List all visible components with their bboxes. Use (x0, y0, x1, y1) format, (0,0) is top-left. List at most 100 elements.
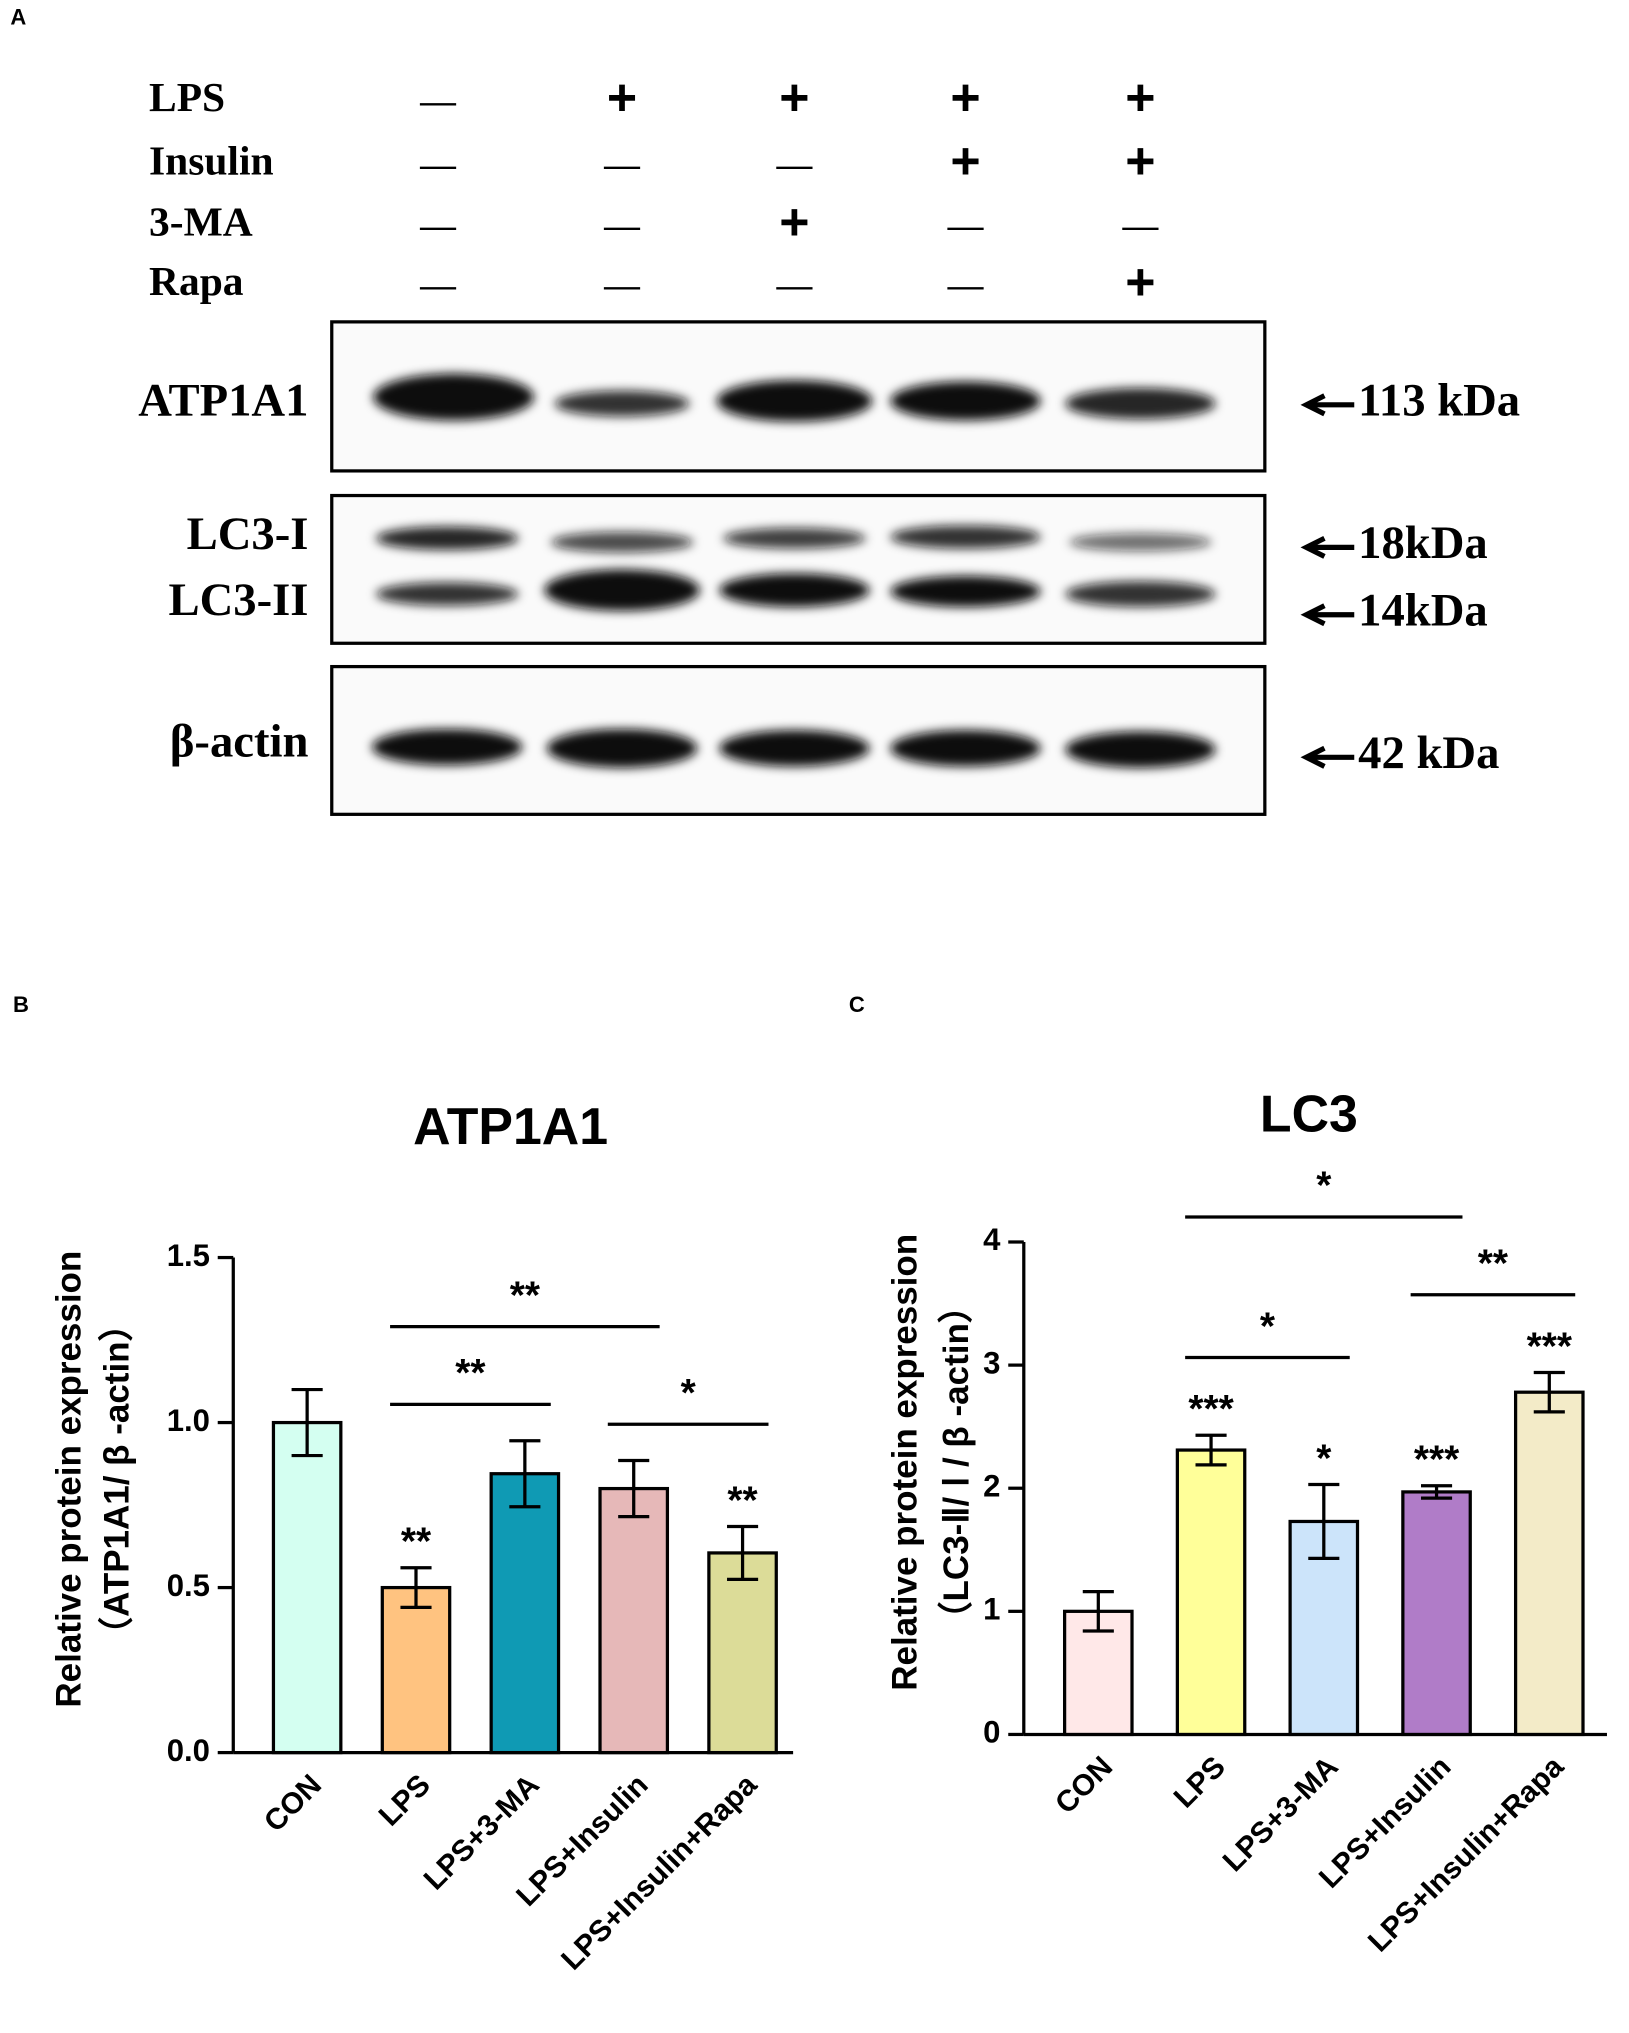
band (1069, 533, 1212, 552)
y-axis-label: Relative protein expression (50, 1251, 89, 1708)
error-bar (291, 1387, 323, 1458)
bracket-label: ** (510, 1274, 541, 1317)
bracket-label: ** (1478, 1242, 1509, 1285)
panel-label: B (13, 992, 29, 1017)
y-axis-label: Relative protein expression (885, 1234, 924, 1691)
treatment-label: 3-MA (149, 198, 253, 244)
treatment-sign: + (779, 193, 809, 251)
y-tick-label: 3 (983, 1345, 1000, 1380)
error-bar (1421, 1484, 1453, 1500)
bracket-label: * (1316, 1165, 1332, 1208)
treatment-sign: — (420, 81, 457, 122)
bar (271, 1420, 343, 1755)
band (1065, 581, 1216, 607)
band (373, 373, 534, 421)
bracket-label: * (1260, 1305, 1276, 1348)
significance: *** (1527, 1325, 1573, 1368)
band (719, 730, 870, 767)
treatment-sign: + (607, 68, 637, 126)
y-axis-label: （ATP1A1/ β -actin） (97, 1306, 136, 1651)
panel-label: C (849, 992, 865, 1017)
treatment-sign: — (604, 205, 641, 246)
y-tick-label: 1.5 (167, 1238, 210, 1273)
y-axis-label: （LC3-Ⅱ/ Ⅰ / β -actin） (937, 1288, 976, 1636)
blot-box (330, 493, 1267, 645)
chart-title: LC3 (1260, 1084, 1358, 1142)
blot-size: 14kDa (1358, 584, 1488, 636)
x-tick-label: CON (258, 1768, 328, 1838)
error-bar (509, 1439, 541, 1509)
treatment-sign: — (420, 265, 457, 306)
bands (371, 373, 1216, 768)
y-tick-label: 4 (983, 1222, 1001, 1257)
treatment-sign: + (1125, 132, 1155, 190)
band (550, 531, 694, 553)
error-bar (1082, 1590, 1114, 1633)
x-tick-label: CON (1049, 1750, 1119, 1820)
arrow (1300, 603, 1355, 627)
y-tick-label: 1.0 (167, 1403, 210, 1438)
chart-title: ATP1A1 (413, 1097, 608, 1155)
treatment-sign: + (1125, 68, 1155, 126)
band (1065, 387, 1216, 420)
panel-label: A (10, 4, 26, 29)
blot-label: LC3-I (187, 508, 309, 560)
band (371, 728, 523, 766)
error-bar (1308, 1482, 1340, 1561)
arrow (1300, 535, 1355, 559)
bar (1401, 1490, 1472, 1737)
error-bar (1195, 1433, 1227, 1467)
blot-size: 113 kDa (1358, 375, 1520, 427)
x-tick-label: LPS (373, 1768, 437, 1832)
treatment-sign: + (950, 68, 980, 126)
y-tick-label: 1 (983, 1592, 1000, 1627)
treatment-label: Rapa (149, 258, 244, 304)
bar (598, 1486, 670, 1755)
band (716, 380, 873, 422)
x-tick-label: LPS+Insulin+Rapa (555, 1768, 764, 1977)
treatment-sign: — (604, 144, 641, 185)
treatment-label: LPS (149, 74, 225, 120)
blot-size: 42 kDa (1358, 727, 1499, 779)
y-tick-label: 2 (983, 1468, 1000, 1503)
bar (1513, 1390, 1585, 1737)
significance: ** (727, 1479, 758, 1522)
treatment-sign: — (604, 265, 641, 306)
band (890, 575, 1041, 607)
band (719, 573, 870, 607)
treatment-sign: + (950, 132, 980, 190)
band (544, 569, 700, 611)
bracket-label: * (681, 1372, 697, 1415)
error-bar (400, 1566, 432, 1610)
x-tick-label: LPS (1168, 1750, 1232, 1814)
band (890, 381, 1041, 421)
x-tick-label: LPS+Insulin+Rapa (1362, 1750, 1571, 1959)
band (375, 526, 519, 550)
band (1065, 731, 1216, 768)
bar (1175, 1448, 1247, 1737)
treatment-sign: — (420, 205, 457, 246)
band (546, 728, 698, 768)
significance: *** (1414, 1439, 1460, 1482)
treatment-sign: — (420, 144, 457, 185)
error-bar (727, 1524, 759, 1581)
blot-size: 18kDa (1358, 517, 1488, 569)
band (554, 390, 690, 417)
band (723, 527, 866, 549)
blot-label: ATP1A1 (138, 375, 308, 427)
bar (707, 1551, 778, 1755)
blot-label: β-actin (170, 715, 309, 767)
bar (489, 1472, 561, 1755)
arrow (1300, 393, 1355, 417)
bar (380, 1585, 452, 1755)
y-tick-label: 0 (983, 1715, 1000, 1750)
band (375, 582, 519, 606)
significance: * (1316, 1437, 1332, 1480)
treatment-sign: — (776, 144, 813, 185)
bracket-label: ** (455, 1352, 486, 1395)
treatment-sign: — (947, 265, 984, 306)
treatment-sign: — (776, 265, 813, 306)
significance: ** (401, 1521, 432, 1564)
error-bar (618, 1458, 650, 1519)
arrow (1300, 745, 1355, 769)
